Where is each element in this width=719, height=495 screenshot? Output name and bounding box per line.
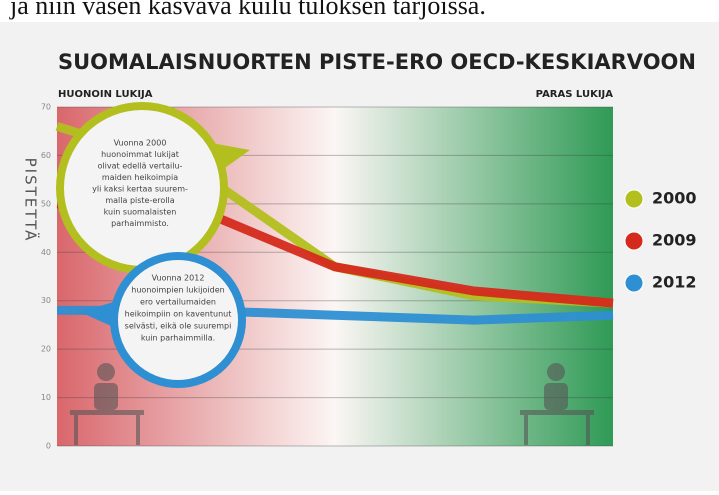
annotation-line: parhaimmisto.: [111, 219, 169, 228]
bubble-tail: [80, 300, 120, 330]
annotation-line: Vuonna 2000: [114, 139, 167, 148]
legend-swatch: [624, 273, 644, 293]
legend-label: 2012: [652, 273, 697, 292]
left-label: HUONOIN LUKIJA: [58, 89, 153, 100]
person-body: [94, 383, 118, 410]
y-axis-label-text: PISTETTÄ: [22, 158, 41, 243]
person-head: [97, 363, 115, 381]
legend-label: 2009: [652, 231, 697, 250]
legend-swatch: [624, 189, 644, 209]
annotation-line: kuin suomalaisten: [104, 208, 177, 217]
annotation-line: ero vertailumaiden: [140, 298, 216, 307]
desk-leg: [524, 415, 528, 445]
y-tick-label: 60: [41, 151, 51, 160]
annotation-line: kuin parhaimmilla.: [141, 334, 215, 343]
annotation-line: huonoimpien lukijoiden: [131, 286, 224, 295]
caption: ja niin vasen kasvava kuilu tuloksen tar…: [9, 0, 486, 20]
desk-leg: [74, 415, 78, 445]
annotation-line: huonoimmat lukijat: [101, 150, 179, 159]
annotation-line: malla piste-erolla: [105, 196, 174, 205]
annotation-line: maiden heikoimpia: [102, 173, 178, 182]
y-tick-label: 0: [46, 442, 51, 451]
person-head: [547, 363, 565, 381]
y-tick-label: 10: [41, 393, 51, 402]
desk-leg: [586, 415, 590, 445]
legend-label: 2000: [652, 189, 697, 208]
y-tick-label: 70: [41, 103, 51, 112]
annotation-line: selvästi, eikä ole suurempi: [125, 322, 232, 331]
person-body: [544, 383, 568, 410]
y-tick-label: 30: [41, 296, 51, 305]
bubble-ring: [110, 252, 246, 388]
annotation-line: yli kaksi kertaa suurem-: [92, 185, 188, 194]
chart-title: SUOMALAISNUORTEN PISTE-ERO OECD-KESKIARV…: [58, 50, 696, 74]
annotation-line: Vuonna 2012: [152, 274, 205, 283]
y-tick-label: 50: [41, 199, 51, 208]
desk: [70, 410, 144, 415]
legend-swatch: [624, 231, 644, 251]
y-tick-label: 40: [41, 248, 51, 257]
desk: [520, 410, 594, 415]
caption-band: [0, 0, 719, 22]
annotation-line: heikoimpiin on kaventunut: [125, 310, 232, 319]
desk-leg: [136, 415, 140, 445]
annotation-line: olivat edellä vertailu-: [98, 162, 183, 171]
right-label: PARAS LUKIJA: [536, 89, 614, 100]
y-tick-label: 20: [41, 345, 51, 354]
